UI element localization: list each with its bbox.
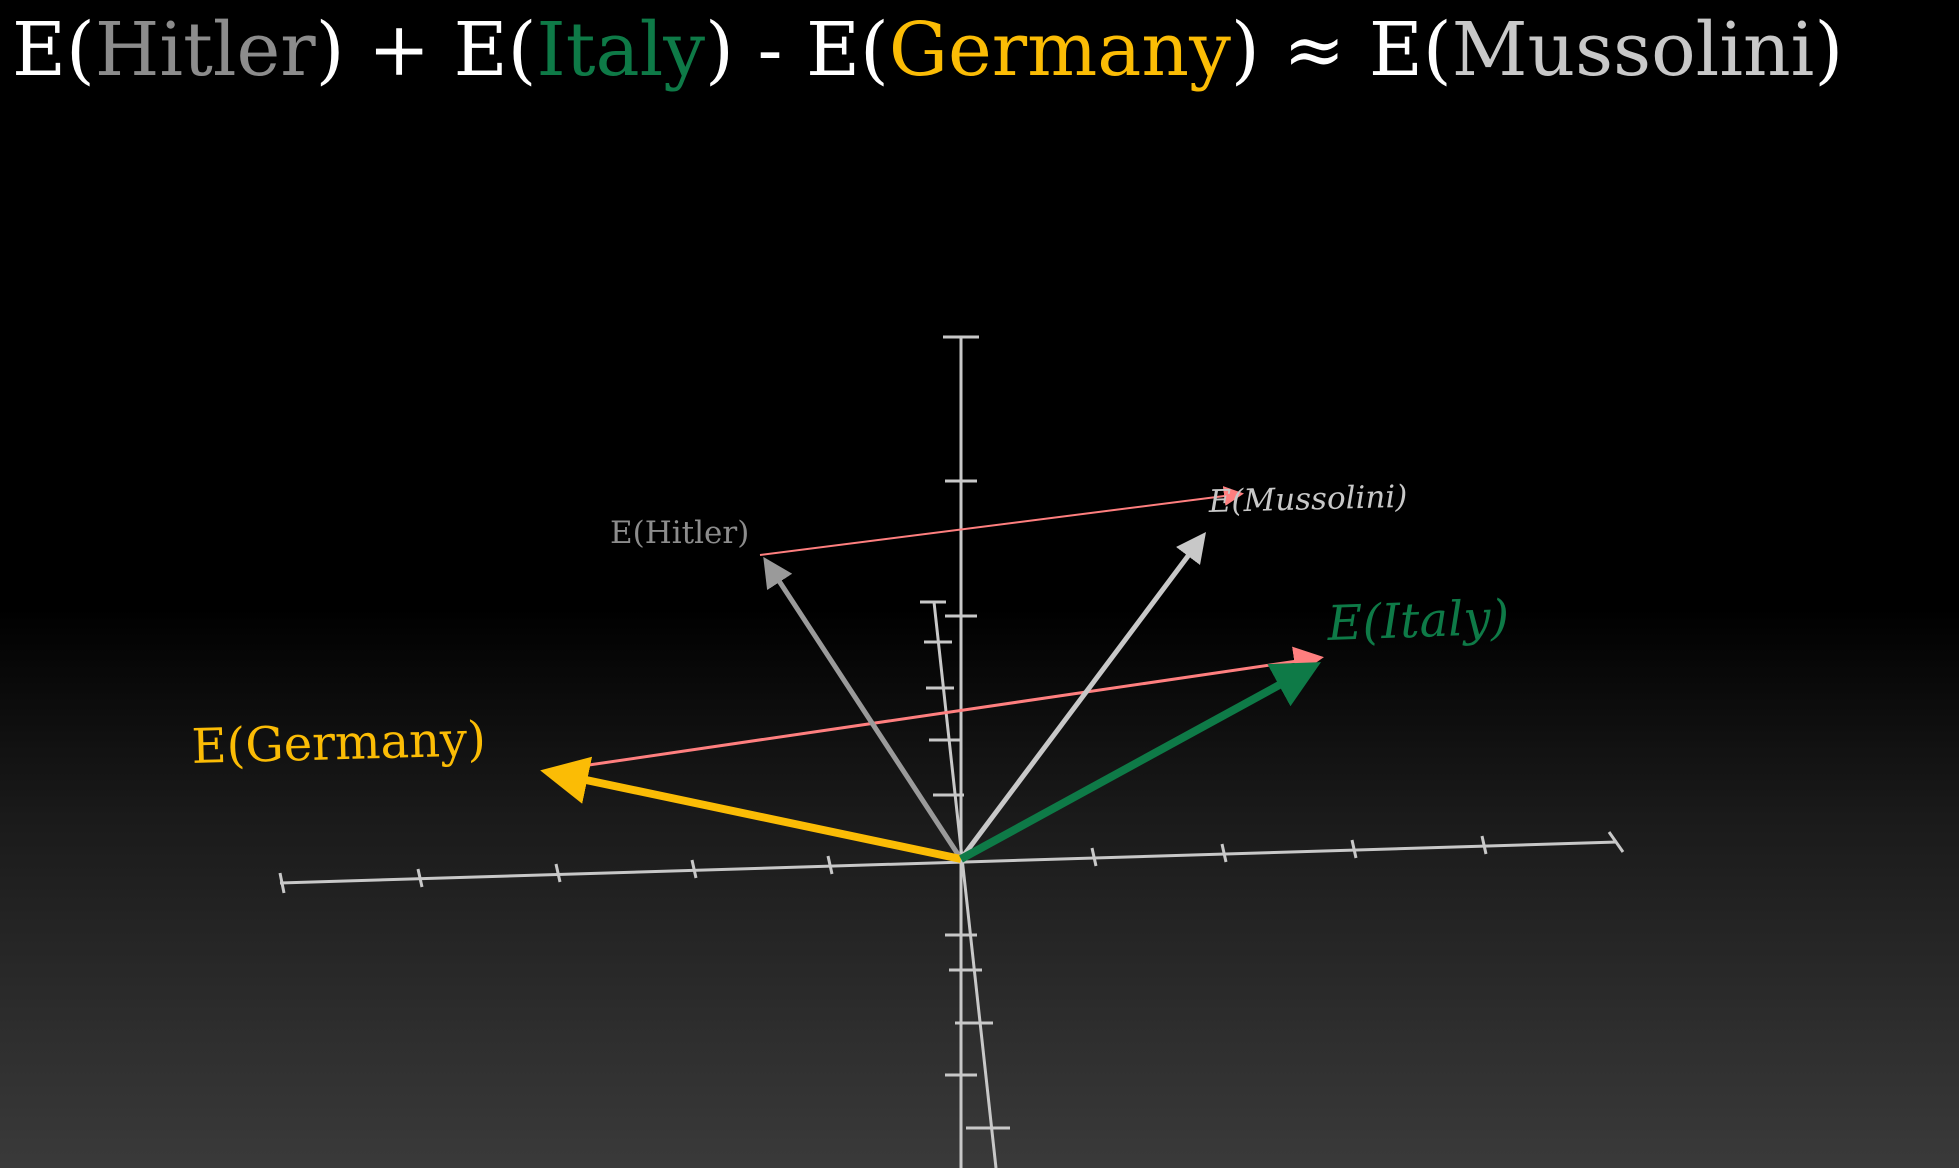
equation-part-plus: ) + E(: [315, 7, 537, 93]
hitler-vector: [763, 556, 964, 861]
mussolini-label: E(Mussolini): [1207, 479, 1408, 520]
equation-title: E(Hitler) + E(Italy) - E(Germany) ≈ E(Mu…: [12, 0, 1843, 100]
equation-part-open-1: E(: [12, 7, 95, 93]
germany-label: E(Germany): [191, 711, 487, 775]
italy-vector: [959, 662, 1322, 863]
horizontal-axis-tick: [1480, 835, 1488, 855]
horizontal-axis-tick: [690, 859, 698, 879]
italy-label: E(Italy): [1325, 590, 1510, 652]
germany-to-italy-arrow: [547, 646, 1324, 773]
horizontal-axis-tick: [826, 855, 834, 875]
horizontal-axis-tick: [1220, 843, 1228, 863]
germany-vector: [540, 756, 962, 863]
horizontal-axis: [279, 840, 1618, 885]
horizontal-axis-tick: [1350, 839, 1358, 859]
equation-part-approx: ) ≈ E(: [1230, 7, 1452, 93]
mussolini-vector: [958, 531, 1206, 861]
equation-part-close: ): [1814, 7, 1844, 93]
equation-part-minus: ) - E(: [705, 7, 889, 93]
horizontal-axis-tick: [416, 868, 424, 888]
axes: [278, 335, 1625, 1168]
equation-hitler-word: Hitler: [94, 7, 316, 93]
depth-axis: [932, 601, 998, 1168]
hitler-to-mussolini-arrow: [759, 486, 1244, 556]
horizontal-axis-tick: [1090, 847, 1098, 867]
equation-italy-word: Italy: [536, 7, 706, 93]
horizontal-axis-tick: [1607, 831, 1625, 853]
hitler-label: E(Hitler): [610, 515, 749, 551]
horizontal-axis-tick: [278, 872, 286, 894]
equation-mussolini-word: Mussolini: [1451, 7, 1815, 93]
equation-germany-word: Germany: [888, 7, 1231, 93]
horizontal-axis-tick: [554, 863, 562, 883]
